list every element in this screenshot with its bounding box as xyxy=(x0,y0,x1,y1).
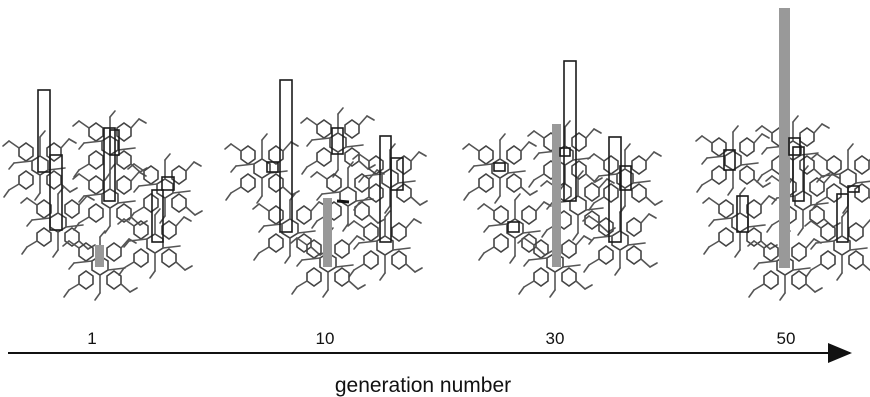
outline-bar xyxy=(331,127,344,155)
outline-bar xyxy=(619,165,632,191)
outline-bar xyxy=(161,176,175,191)
outline-bar xyxy=(723,149,736,171)
outline-bar xyxy=(266,161,279,173)
axis-title: generation number xyxy=(335,374,511,397)
molecule-icon xyxy=(587,143,663,214)
outline-bar xyxy=(563,60,577,202)
generation-label: 50 xyxy=(777,329,796,348)
filled-bar xyxy=(552,124,561,267)
outline-bar xyxy=(109,129,120,156)
panel-gen-50: 50 xyxy=(695,8,870,348)
panel-gen-10: 10 xyxy=(224,79,428,348)
molecule-icon xyxy=(20,187,96,258)
short-marker xyxy=(336,199,350,204)
molecule-icon xyxy=(810,143,870,214)
panel-gen-30: 30 xyxy=(462,60,663,348)
molecule-icon xyxy=(695,125,771,196)
molecule-icon xyxy=(477,193,553,264)
outline-bar xyxy=(836,193,849,243)
panel-gen-1: 1 xyxy=(2,89,203,348)
outline-bar xyxy=(279,79,293,233)
outline-bar xyxy=(847,185,860,193)
molecule-icon xyxy=(127,153,203,224)
molecule-icon xyxy=(462,133,538,204)
outline-bar xyxy=(493,162,506,172)
filled-bar xyxy=(323,198,332,267)
molecule-icon xyxy=(347,210,423,281)
filled-bar xyxy=(95,245,104,267)
filled-bar xyxy=(779,8,790,268)
generation-label: 10 xyxy=(316,329,335,348)
outline-bar xyxy=(49,154,63,231)
generation-label: 1 xyxy=(87,329,96,348)
molecule-icon xyxy=(300,107,376,178)
outline-bar xyxy=(390,157,404,191)
outline-bar xyxy=(507,221,520,233)
molecule-icon xyxy=(252,193,328,264)
molecule-icon xyxy=(224,133,300,204)
outline-bar xyxy=(792,146,805,202)
outline-bar xyxy=(151,189,164,243)
outline-bar xyxy=(37,89,51,173)
molecule-icon xyxy=(2,130,78,201)
molecule-icon xyxy=(582,205,658,276)
generation-label: 30 xyxy=(546,329,565,348)
outline-bar xyxy=(736,195,749,233)
outline-bar xyxy=(103,127,116,202)
outline-bar xyxy=(559,147,571,157)
